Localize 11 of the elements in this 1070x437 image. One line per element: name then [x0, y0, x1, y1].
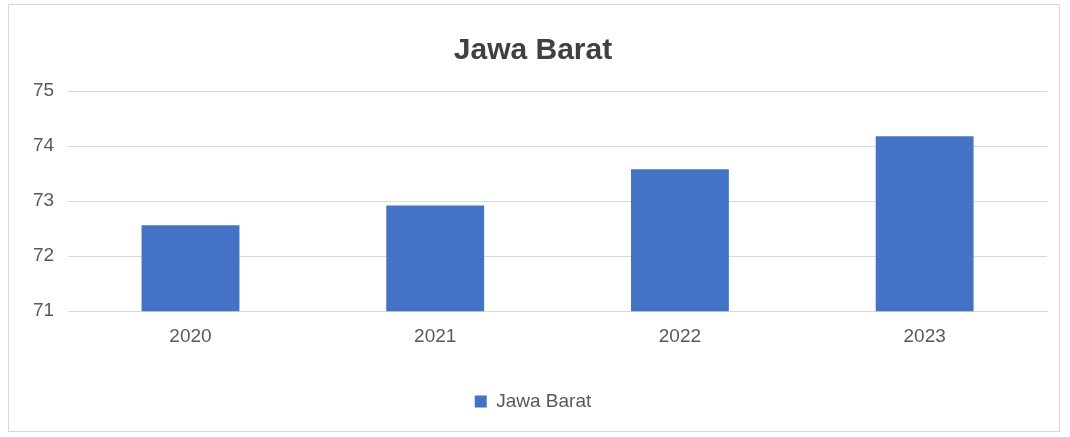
- x-tick-label: 2021: [414, 324, 457, 346]
- y-tick-label: 73: [32, 189, 55, 211]
- chart-title: Jawa Barat: [453, 32, 613, 66]
- y-tick-label: 74: [32, 134, 55, 156]
- y-tick-label: 72: [32, 244, 55, 266]
- legend-label: Jawa Barat: [496, 389, 592, 411]
- x-tick-label: 2020: [169, 324, 212, 346]
- x-tick-label: 2023: [903, 324, 946, 346]
- y-tick-label: 75: [32, 79, 55, 101]
- x-tick-label: 2022: [658, 324, 702, 346]
- y-tick-label: 71: [32, 299, 55, 321]
